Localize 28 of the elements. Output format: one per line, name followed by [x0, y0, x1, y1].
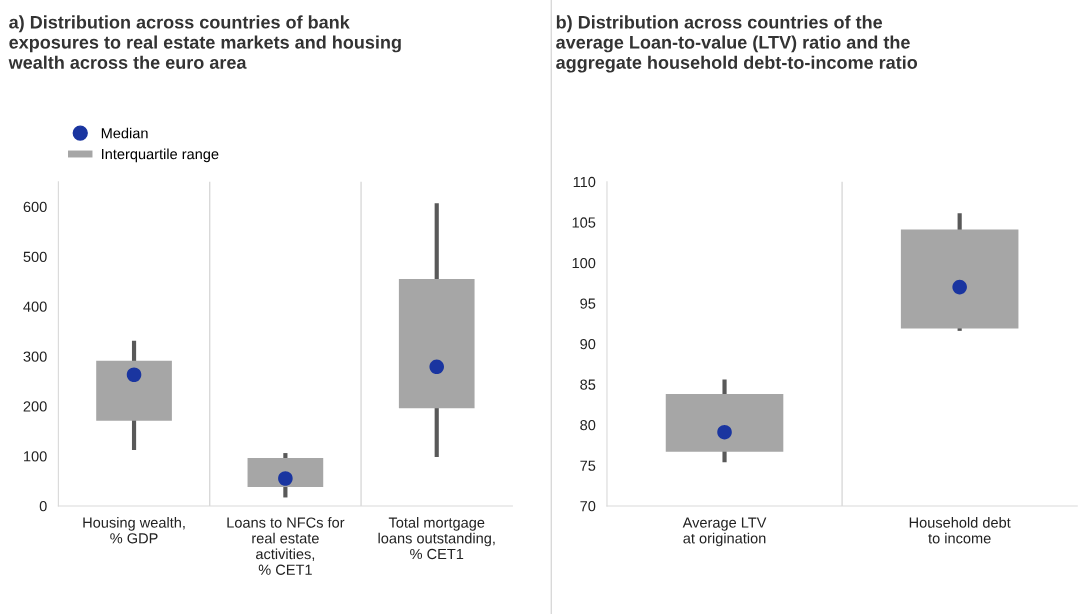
legend-label: Interquartile range [102, 148, 219, 163]
x-tick-label: Household debt to income [909, 517, 1011, 544]
point [126, 367, 142, 383]
y-tick-label: 85 [580, 379, 596, 390]
point [278, 471, 293, 486]
y-tick-label: 0 [39, 501, 47, 512]
legend-label: Median [101, 127, 148, 139]
y-tick-label: 100 [24, 451, 47, 462]
y-tick-label: 200 [23, 401, 47, 412]
y-tick-label: 110 [573, 176, 596, 188]
x-tick-label: Loans to NFCs for real estate activities, % CET1 [227, 517, 345, 575]
point [429, 359, 445, 375]
y-tick-label: 105 [572, 217, 596, 228]
x-tick-label: Housing wealth, % GDP [83, 517, 185, 544]
chart-title: a) Distribution across countries of bank exposures to real estate markets and housing wealth across the euro area [8, 15, 401, 69]
y-tick-label: 600 [23, 201, 47, 213]
y-tick-label: 500 [23, 251, 47, 262]
chart-title: b) Distribution across countries of the average Loan-to-value (LTV) ratio and the aggregate household debt-to-income ratio [556, 15, 918, 73]
y-tick-label: 80 [580, 419, 596, 431]
x-tick-label: Average LTV at origination [682, 517, 767, 547]
y-tick-label: 300 [23, 351, 47, 362]
x-tick-label: Total mortgage loans outstanding, % CET1 [378, 517, 495, 560]
y-tick-label: 90 [580, 338, 596, 350]
y-tick-label: 100 [572, 257, 596, 269]
y-tick-label: 75 [580, 460, 596, 471]
y-tick-label: 95 [580, 298, 596, 309]
y-tick-label: 400 [23, 301, 47, 312]
y-tick-label: 70 [580, 501, 596, 512]
